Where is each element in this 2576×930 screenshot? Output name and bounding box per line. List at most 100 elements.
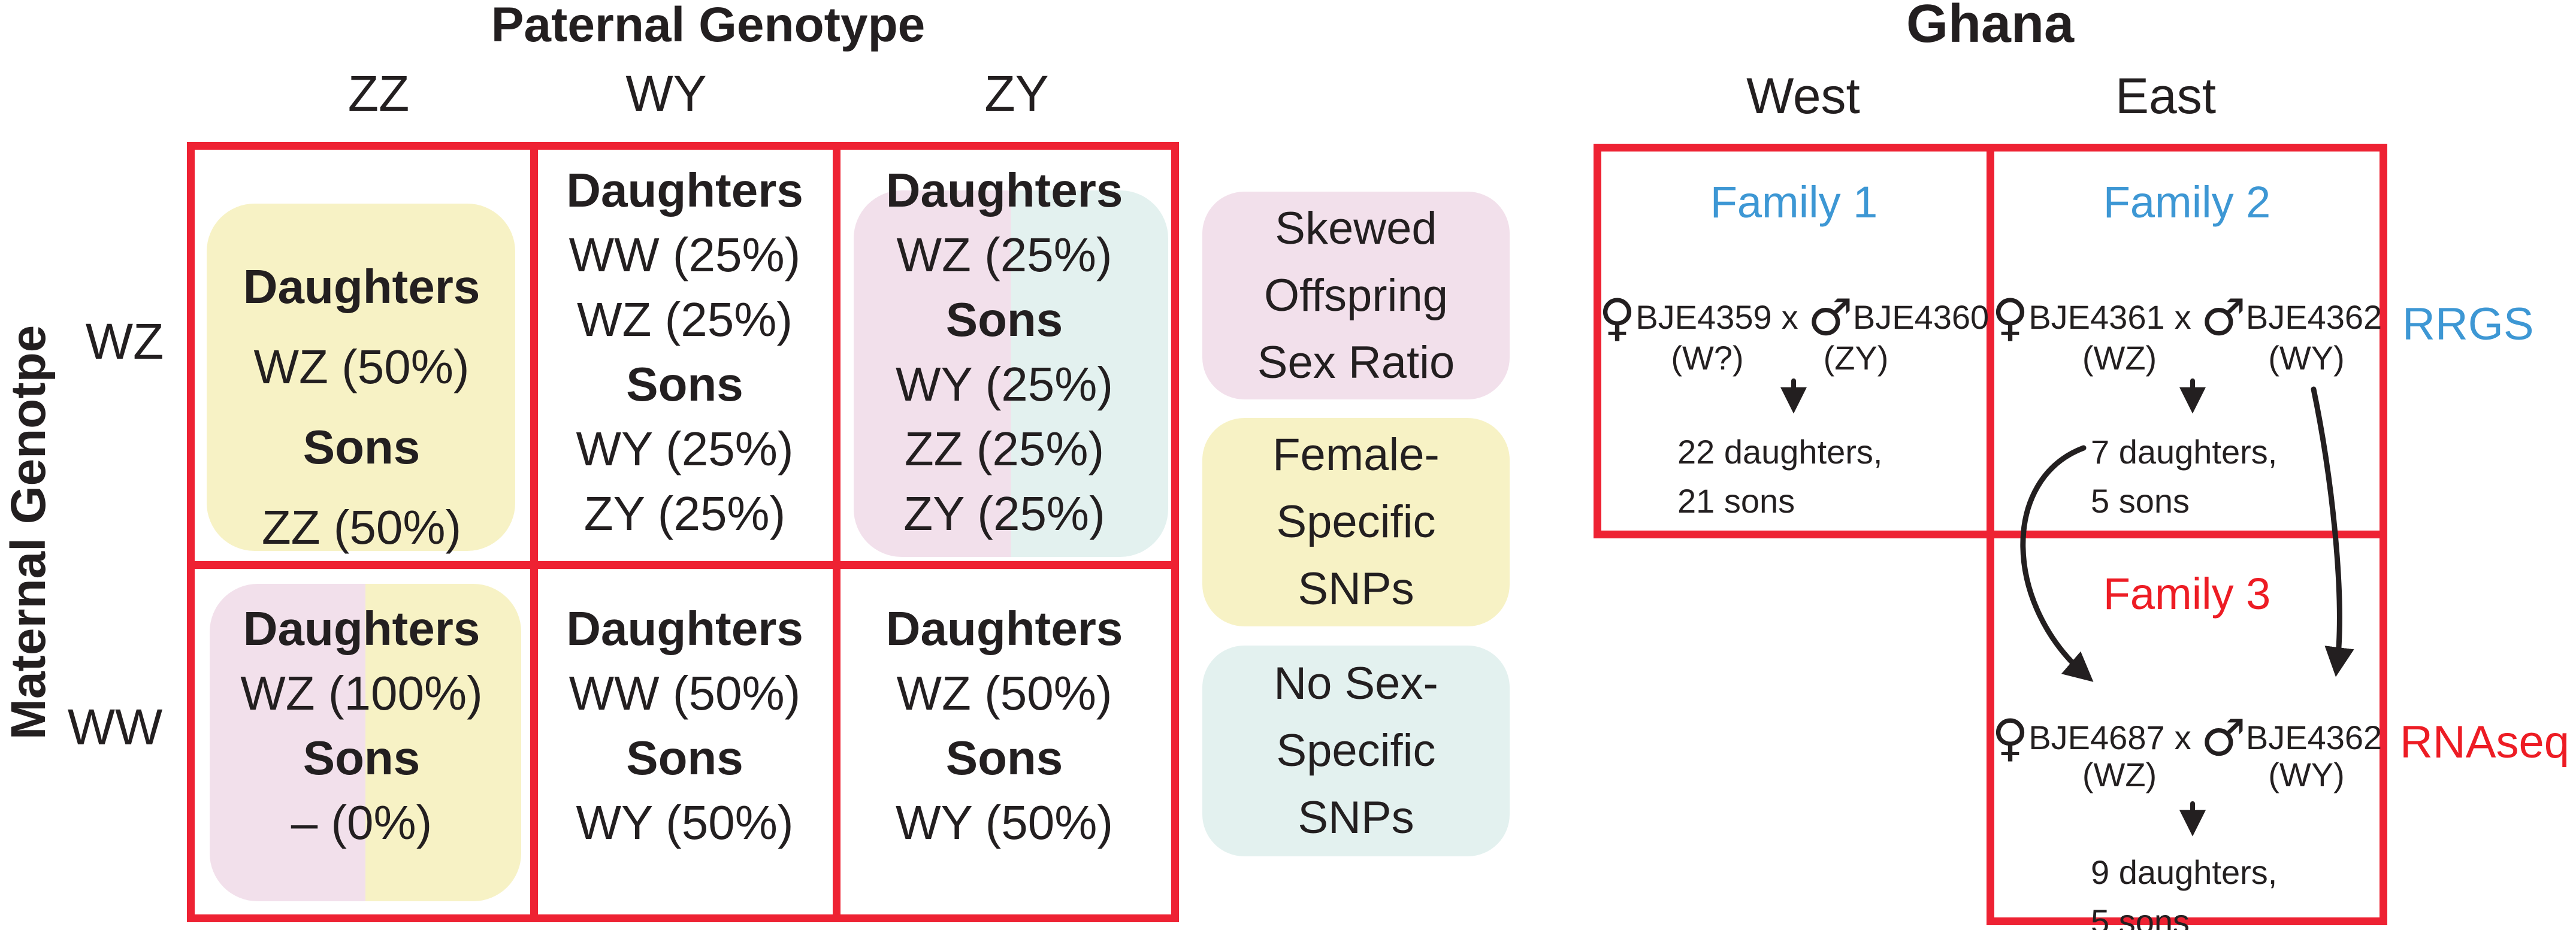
cell-line: WZ (25%) <box>896 228 1112 281</box>
cell-line: Daughters <box>885 163 1123 217</box>
cell-line: WZ (50%) <box>896 667 1112 720</box>
cell-line: WZ (100%) <box>240 667 483 720</box>
punnett-grid-divider-horizontal <box>187 561 1179 569</box>
male-icon: ♂ <box>2200 708 2246 767</box>
family-1-female-genotype: (W?) <box>1671 339 1744 377</box>
cell-line: WY (25%) <box>576 422 794 475</box>
row-label-wz: WZ <box>85 313 164 369</box>
family-2-male-id: BJE4362 <box>2245 298 2383 336</box>
cell-line: Sons <box>303 731 421 784</box>
rnaseq-label: RNAseq <box>2400 717 2569 768</box>
female-icon: ♀ <box>1991 288 2029 347</box>
family-2-sons-count: 5 sons <box>2091 482 2190 520</box>
male-icon: ♂ <box>1807 288 1853 347</box>
family-1-title: Family 1 <box>1710 177 1878 227</box>
cell-wz-wy: Daughters WW (25%) WZ (25%) Sons WY (25%… <box>538 158 832 546</box>
legend-line: Offspring <box>1264 269 1448 321</box>
cell-line: ZY (25%) <box>583 487 786 540</box>
highlight-box-skewed-and-no-sex-specific <box>854 190 1168 557</box>
cell-line: Sons <box>945 731 1063 784</box>
family-2-male-genotype: (WY) <box>2268 339 2345 377</box>
family-1-daughters-count: 22 daughters, <box>1677 433 1883 471</box>
cell-line: Daughters <box>243 260 480 313</box>
legend-line: SNPs <box>1298 792 1414 843</box>
family-1-female-id: BJE4359 <box>1635 298 1772 336</box>
legend-line: Sex Ratio <box>1257 337 1455 388</box>
family-3-title: Family 3 <box>2103 569 2271 619</box>
male-icon: ♂ <box>2200 288 2246 347</box>
cell-line: Daughters <box>566 163 803 217</box>
cross-symbol: x <box>1781 298 1798 336</box>
legend-skewed-offspring-sex-ratio: Skewed Offspring Sex Ratio <box>1202 192 1510 399</box>
cell-line: WW (25%) <box>569 228 801 281</box>
family-2-daughters-count: 7 daughters, <box>2091 433 2278 471</box>
cell-line: Sons <box>945 293 1063 346</box>
family-1-offspring-counts: 22 daughters, 21 sons <box>1677 428 1989 526</box>
family-1-parents: ♀ BJE4359 x ♂ BJE4360 <box>1594 288 1994 347</box>
legend-line: Skewed <box>1275 202 1437 254</box>
family-2-offspring-counts: 7 daughters, 5 sons <box>2091 428 2378 526</box>
cell-ww-zy: Daughters WZ (50%) Sons WY (50%) <box>836 596 1173 855</box>
legend-line: No Sex- <box>1274 658 1438 709</box>
cell-line: ZY (25%) <box>903 487 1105 540</box>
ghana-title: Ghana <box>1906 0 2075 54</box>
punnett-grid-divider-vertical-1 <box>530 142 538 922</box>
paternal-genotype-title: Paternal Genotype <box>491 0 926 52</box>
family-3-female-genotype: (WZ) <box>2082 756 2157 793</box>
cell-line: ZZ (25%) <box>904 422 1105 475</box>
family-2-female-id: BJE4361 <box>2028 298 2165 336</box>
cell-line: Sons <box>626 731 743 784</box>
legend-female-specific-snps: Female- Specific SNPs <box>1202 418 1510 626</box>
cell-ww-wy: Daughters WW (50%) Sons WY (50%) <box>538 596 832 855</box>
legend-line: Specific <box>1276 496 1436 547</box>
family-3-sons-count: 5 sons <box>2091 902 2190 930</box>
punnett-grid-divider-vertical-2 <box>833 142 840 922</box>
family-1-male-id: BJE4360 <box>1852 298 1990 336</box>
legend-line: Specific <box>1276 725 1436 776</box>
rrgs-label: RRGS <box>2402 299 2534 350</box>
highlight-box-skewed-and-female-specific <box>210 584 521 901</box>
cell-line: WW (50%) <box>569 667 801 720</box>
legend-no-sex-specific-snps: No Sex- Specific SNPs <box>1202 646 1510 856</box>
family-3-parents: ♀ BJE4687 x ♂ BJE4362 <box>1987 708 2387 767</box>
family-3-female-id: BJE4687 <box>2028 719 2165 756</box>
cell-line: WZ (50%) <box>253 340 470 393</box>
cell-line: Sons <box>303 420 421 474</box>
cell-line: Sons <box>626 358 743 411</box>
cell-line: Daughters <box>885 602 1123 655</box>
cell-line: WZ (25%) <box>577 293 793 346</box>
cross-symbol: x <box>2174 298 2191 336</box>
row-label-ww: WW <box>67 699 163 755</box>
family-3-daughters-count: 9 daughters, <box>2091 853 2278 891</box>
cell-line: Daughters <box>243 602 480 655</box>
col-label-wy: WY <box>625 65 707 122</box>
col-label-zz: ZZ <box>347 65 410 122</box>
female-icon: ♀ <box>1598 288 1636 347</box>
cell-line: – (0%) <box>291 796 433 849</box>
highlight-box-female-specific-snps <box>207 204 515 551</box>
cell-wz-zz: Daughters WZ (50%) Sons ZZ (50%) <box>193 247 530 568</box>
cell-line: Daughters <box>566 602 803 655</box>
cross-symbol: x <box>2174 719 2191 756</box>
cell-line: WY (50%) <box>576 796 794 849</box>
ghana-west-label: West <box>1746 68 1860 124</box>
family-1-male-genotype: (ZY) <box>1823 339 1889 377</box>
cell-line: ZZ (50%) <box>261 501 462 554</box>
cell-line: WY (25%) <box>895 358 1114 411</box>
legend-line: Female- <box>1272 429 1440 480</box>
legend-line: SNPs <box>1298 564 1414 614</box>
family-2-title: Family 2 <box>2103 177 2271 227</box>
cell-wz-zy: Daughters WZ (25%) Sons WY (25%) ZZ (25%… <box>836 158 1173 546</box>
family-2-female-genotype: (WZ) <box>2082 339 2157 377</box>
family-1-sons-count: 21 sons <box>1677 482 1795 520</box>
col-label-zy: ZY <box>984 65 1049 122</box>
ghana-east-label: East <box>2115 68 2217 124</box>
punnett-grid-border <box>187 142 1179 922</box>
family-3-offspring-counts: 9 daughters, 5 sons <box>2091 848 2378 930</box>
female-icon: ♀ <box>1991 708 2029 767</box>
family-2-parents: ♀ BJE4361 x ♂ BJE4362 <box>1987 288 2387 347</box>
cell-line: WY (50%) <box>895 796 1114 849</box>
cell-ww-zz: Daughters WZ (100%) Sons – (0%) <box>193 596 530 855</box>
family-3-male-id: BJE4362 <box>2245 719 2383 756</box>
